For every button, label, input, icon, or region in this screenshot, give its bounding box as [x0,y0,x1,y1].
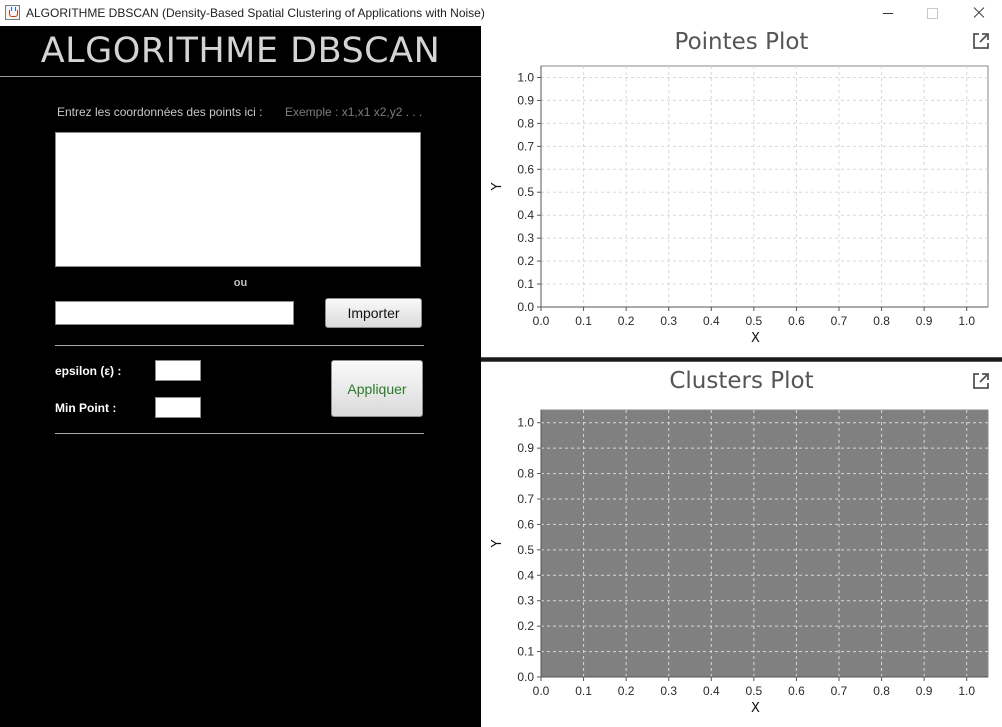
app-title: ALGORITHME DBSCAN [40,31,441,71]
control-panel: ALGORITHME DBSCAN Entrez les coordonnées… [0,26,481,727]
x-tick-label: 0.9 [916,684,933,698]
min-point-field[interactable] [155,397,201,418]
file-path-field[interactable] [55,301,294,325]
y-tick-label: 0.8 [517,467,534,481]
x-tick-label: 0.7 [831,314,848,328]
y-tick-label: 0.6 [517,517,534,531]
title-divider [0,76,481,77]
example-hint: Exemple : x1,x1 x2,y2 . . . [285,105,423,119]
clusters-plot-chart[interactable]: 0.0 0.1 0.2 0.3 0.4 0.5 0.6 0.7 0.8 0.9 1.0 0.0 0.1 0… [481,406,1002,724]
x-axis-label: X [751,331,760,346]
x-tick-label: 0.1 [575,684,592,698]
y-tick-label: 0.2 [517,254,534,268]
y-tick-label: 0.1 [517,277,534,291]
x-tick-label: 0.9 [916,314,933,328]
coordinates-label: Entrez les coordonnées des points ici : [57,105,263,119]
x-tick-label: 0.3 [660,314,677,328]
y-tick-label: 0.0 [517,300,534,314]
y-tick-label: 0.9 [517,441,534,455]
plot-area [540,409,989,678]
x-tick-label: 0.2 [618,314,635,328]
epsilon-label: epsilon (ε) : [55,364,122,378]
plot-area [540,65,989,308]
split-pane-divider[interactable] [481,357,1002,362]
x-tick-label: 0.5 [746,684,763,698]
section-divider [55,345,424,346]
y-tick-label: 0.7 [517,139,534,153]
clusters-plot-title: Clusters Plot [669,368,814,394]
window-title: ALGORITHME DBSCAN (Density-Based Spatial… [26,6,485,20]
x-tick-label: 0.4 [703,684,720,698]
x-tick-label: 0.8 [873,684,890,698]
x-tick-label: 0.4 [703,314,720,328]
y-tick-label: 1.0 [517,416,534,430]
x-tick-label: 1.0 [958,684,975,698]
y-tick-label: 0.4 [517,568,534,582]
y-tick-label: 0.3 [517,231,534,245]
x-tick-label: 0.0 [533,314,550,328]
x-tick-label: 0.1 [575,314,592,328]
y-tick-label: 0.5 [517,185,534,199]
y-tick-label: 1.0 [517,70,534,84]
java-app-icon [5,5,20,20]
window-titlebar: ALGORITHME DBSCAN (Density-Based Spatial… [0,0,1002,26]
y-tick-label: 0.2 [517,619,534,633]
x-tick-label: 0.8 [873,314,890,328]
points-plot-chart[interactable]: 0.0 0.1 0.2 0.3 0.4 0.5 0.6 0.7 0.8 0.9 1.0 0.0 0.1 0… [481,62,1002,352]
coordinates-textarea[interactable] [55,132,421,267]
y-axis-label: Y [490,182,505,191]
y-tick-label: 0.5 [517,543,534,557]
points-plot-title: Pointes Plot [674,29,809,55]
x-tick-label: 0.7 [831,684,848,698]
x-tick-label: 0.3 [660,684,677,698]
close-icon[interactable] [956,0,1000,26]
popout-icon[interactable] [971,31,991,51]
min-point-label: Min Point : [55,401,117,415]
x-tick-label: 0.6 [788,314,805,328]
y-tick-label: 0.8 [517,116,534,130]
y-axis-label: Y [490,539,505,548]
y-tick-label: 0.4 [517,208,534,222]
epsilon-field[interactable] [155,360,201,381]
y-tick-label: 0.6 [517,162,534,176]
y-tick-label: 0.3 [517,594,534,608]
x-axis-label: X [751,701,760,716]
points-plot-panel: Pointes Plot 0.0 0.1 0.2 0.3 0.4 0.5 0.6 0.7 0.8… [481,26,1002,357]
maximize-icon[interactable] [910,0,954,26]
import-button[interactable]: Importer [325,298,422,328]
y-tick-label: 0.9 [517,93,534,107]
section-divider-bottom [55,433,424,434]
minimize-icon[interactable] [866,0,910,26]
apply-button[interactable]: Appliquer [331,360,423,417]
y-tick-label: 0.0 [517,670,534,684]
or-label: ou [233,277,248,289]
y-tick-label: 0.1 [517,645,534,659]
clusters-plot-panel: Clusters Plot 0.0 0.1 0.2 0.3 0.4 0.5 0.6 0.7 0.… [481,362,1002,727]
x-tick-label: 0.2 [618,684,635,698]
x-tick-label: 0.0 [533,684,550,698]
x-tick-label: 0.6 [788,684,805,698]
popout-icon[interactable] [971,371,991,391]
x-tick-label: 0.5 [746,314,763,328]
y-tick-label: 0.7 [517,492,534,506]
x-tick-label: 1.0 [958,314,975,328]
